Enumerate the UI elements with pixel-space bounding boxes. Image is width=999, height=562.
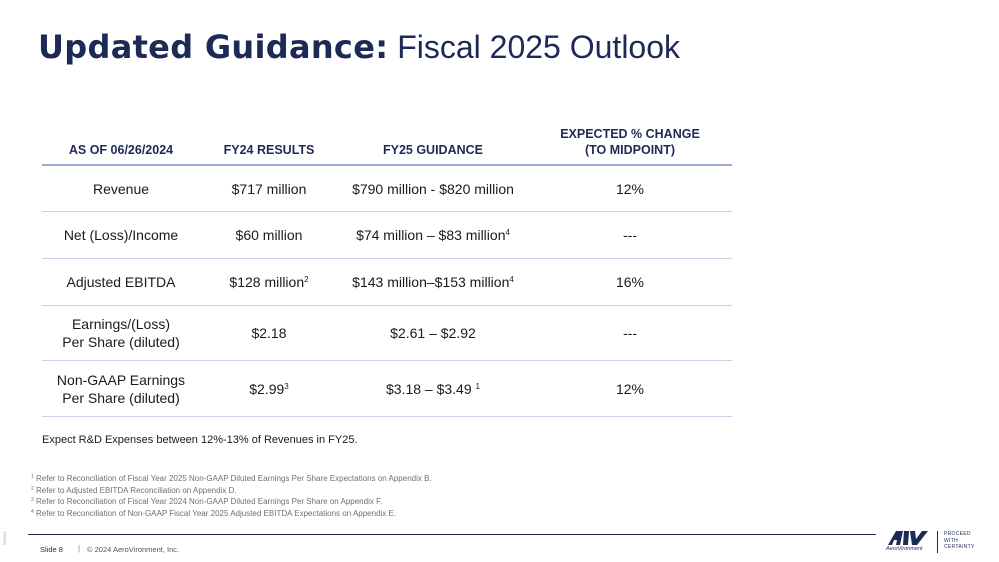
slide-number: Slide 8 [40, 545, 63, 554]
footnote-ref: 1 [475, 381, 480, 391]
header-as-of: AS OF 06/26/2024 [68, 143, 174, 157]
fy24-cell: $128 million2 [200, 273, 338, 291]
header-expected-change-line1: EXPECTED % CHANGE [560, 127, 700, 141]
footer-divider [28, 534, 876, 535]
footnote-num: 1 [31, 474, 34, 480]
footer-separator: | [78, 544, 81, 553]
table-row: Adjusted EBITDA $128 million2 $143 milli… [42, 259, 732, 306]
footnote-ref: 3 [284, 381, 289, 391]
metric-line1: Non-GAAP Earnings [56, 371, 186, 388]
tagline-line: CERTAINTY [944, 544, 975, 550]
footnote: 3 Refer to Reconciliation of Fiscal Year… [31, 496, 432, 508]
header-expected-change-line2: (TO MIDPOINT) [584, 143, 676, 157]
table-row: Non-GAAP Earnings Per Share (diluted) $2… [42, 361, 732, 417]
footnote-text: Refer to Adjusted EBITDA Reconciliation … [36, 485, 237, 495]
fy25-cell: $790 million - $820 million [352, 180, 514, 197]
footnote-num: 3 [31, 497, 34, 503]
footnote-num: 2 [31, 485, 34, 492]
fy24-cell: $717 million [231, 180, 307, 197]
fy25-cell: $3.18 – $3.49 1 [338, 380, 528, 398]
title-light: Fiscal 2025 Outlook [397, 29, 681, 65]
fy25-cell: $74 million – $83 million4 [338, 226, 528, 244]
change-cell: 12% [615, 380, 645, 397]
copyright: © 2024 AeroVironment, Inc. [87, 545, 180, 554]
side-code: 062024 [2, 531, 7, 545]
logo-wordmark: AeroVironment [886, 546, 923, 552]
title-bold: Updated Guidance: [38, 28, 389, 66]
header-fy25-guidance: FY25 GUIDANCE [382, 143, 484, 157]
tagline-line: WITH [944, 537, 958, 544]
change-cell: 16% [615, 274, 645, 290]
metric-cell: Revenue [92, 180, 150, 197]
footnote: 1 Refer to Reconciliation of Fiscal Year… [31, 473, 432, 485]
change-cell: --- [623, 227, 637, 243]
aerovironment-logo: AeroVironment [884, 530, 930, 554]
footnote-ref: 4 [509, 275, 514, 284]
fy25-value: $3.18 – $3.49 [386, 380, 472, 397]
footnote-ref: 4 [505, 228, 510, 237]
metric-cell: Net (Loss)/Income [63, 227, 179, 243]
metric-line1: Earnings/(Loss) [71, 316, 171, 332]
footnote-text: Refer to Reconciliation of Fiscal Year 2… [36, 497, 383, 506]
header-expected-change: EXPECTED % CHANGE (TO MIDPOINT) [528, 126, 732, 164]
table-row: Earnings/(Loss) Per Share (diluted) $2.1… [42, 306, 732, 361]
guidance-table: AS OF 06/26/2024 FY24 RESULTS FY25 GUIDA… [42, 120, 732, 417]
page-title: Updated Guidance: Fiscal 2025 Outlook [38, 28, 680, 66]
fy25-value: $74 million – $83 million [356, 227, 506, 243]
tagline: PROCEED WITH CERTAINTY [944, 531, 975, 551]
fy24-cell: $60 million [235, 227, 303, 243]
footnote: 4 Refer to Reconciliation of Non-GAAP Fi… [31, 508, 432, 520]
metric-line2: Per Share (diluted) [62, 389, 180, 406]
tagline-line: PROCEED [944, 531, 971, 537]
metric-line2: Per Share (diluted) [62, 334, 180, 350]
fy25-value: $143 million–$153 million [352, 274, 510, 290]
fy24-value: $2.99 [249, 380, 285, 397]
fy25-cell: $2.61 – $2.92 [390, 325, 476, 341]
footnote-text: Refer to Reconciliation of Non-GAAP Fisc… [36, 508, 397, 518]
rd-expense-note: Expect R&D Expenses between 12%-13% of R… [42, 434, 358, 446]
change-cell: --- [623, 325, 637, 341]
change-cell: 12% [615, 180, 645, 197]
footnote-num: 4 [31, 508, 34, 515]
table-header: AS OF 06/26/2024 FY24 RESULTS FY25 GUIDA… [42, 120, 732, 166]
logo-divider [937, 531, 938, 553]
footnotes: 1 Refer to Reconciliation of Fiscal Year… [31, 473, 432, 519]
metric-cell: Earnings/(Loss) Per Share (diluted) [42, 315, 200, 351]
fy24-cell: $2.18 [251, 325, 287, 341]
metric-cell: Non-GAAP Earnings Per Share (diluted) [42, 371, 200, 407]
fy25-cell: $143 million–$153 million4 [338, 273, 528, 291]
footnote-ref: 2 [304, 275, 309, 284]
header-fy24-results: FY24 RESULTS [223, 143, 315, 157]
table-row: Net (Loss)/Income $60 million $74 millio… [42, 212, 732, 259]
metric-cell: Adjusted EBITDA [66, 274, 176, 290]
footnote: 2 Refer to Adjusted EBITDA Reconciliatio… [31, 485, 432, 497]
footnote-text: Refer to Reconciliation of Fiscal Year 2… [36, 474, 432, 483]
fy24-cell: $2.993 [200, 380, 338, 398]
table-row: Revenue $717 million $790 million - $820… [42, 166, 732, 212]
fy24-value: $128 million [229, 274, 305, 290]
av-logo-icon [888, 531, 928, 545]
